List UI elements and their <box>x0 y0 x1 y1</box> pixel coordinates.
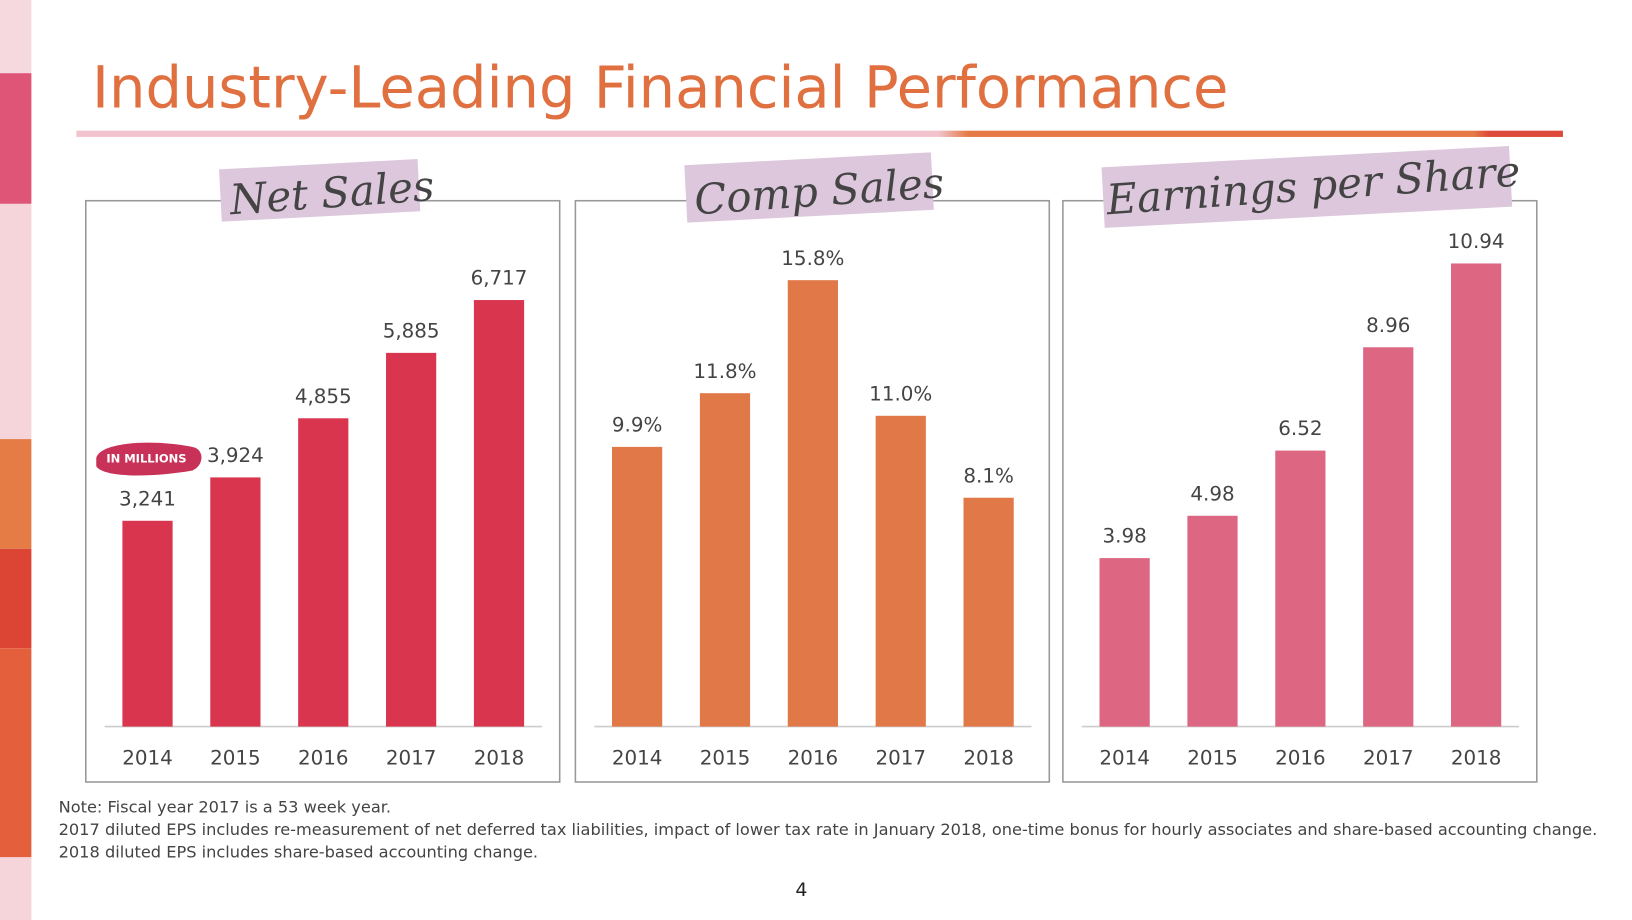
bar <box>1363 347 1414 727</box>
x-tick-label: 2018 <box>474 747 525 770</box>
bar <box>298 418 349 727</box>
x-tick-label: 2018 <box>963 747 1014 770</box>
annotation: IN MILLIONS <box>106 451 186 465</box>
value-label: 6.52 <box>1278 417 1322 440</box>
x-tick-label: 2017 <box>875 747 926 770</box>
side-stripe <box>0 0 32 920</box>
bar <box>612 446 663 727</box>
bar <box>386 352 437 727</box>
x-tick-label: 2015 <box>700 747 751 770</box>
note-line: 2017 diluted EPS includes re-measurement… <box>59 820 1598 839</box>
value-label: 8.96 <box>1366 314 1410 337</box>
x-tick-label: 2014 <box>1099 747 1150 770</box>
page-number: 4 <box>795 880 807 901</box>
x-tick-label: 2018 <box>1451 747 1502 770</box>
x-tick-label: 2017 <box>1363 747 1414 770</box>
title-highlight <box>219 159 421 222</box>
value-label: 5,885 <box>383 319 440 342</box>
value-label: 3,924 <box>207 444 264 467</box>
bar <box>1275 450 1326 727</box>
slide-title: Industry-Leading Financial Performance <box>92 55 1228 122</box>
value-label: 3,241 <box>119 487 176 510</box>
title-highlight <box>1101 146 1513 228</box>
x-tick-label: 2017 <box>386 747 437 770</box>
bar <box>210 477 261 727</box>
x-tick-label: 2016 <box>788 747 839 770</box>
bar <box>122 520 173 727</box>
annotation-badge: IN MILLIONS <box>96 442 202 476</box>
bar <box>787 280 838 727</box>
bar <box>963 497 1014 727</box>
value-label: 4.98 <box>1190 482 1234 505</box>
value-label: 11.8% <box>693 360 756 383</box>
title-highlight <box>684 152 934 223</box>
x-tick-label: 2016 <box>298 747 349 770</box>
value-label: 4,855 <box>295 385 352 408</box>
value-label: 10.94 <box>1448 230 1505 253</box>
bar <box>875 415 926 727</box>
value-label: 8.1% <box>963 464 1013 487</box>
x-tick-label: 2014 <box>122 747 173 770</box>
bar <box>1099 558 1150 727</box>
value-label: 15.8% <box>781 247 844 270</box>
value-label: 9.9% <box>612 413 662 436</box>
value-label: 6,717 <box>471 267 528 290</box>
bar <box>699 393 751 727</box>
notes: Note: Fiscal year 2017 is a 53 week year… <box>59 798 1598 862</box>
note-line: Note: Fiscal year 2017 is a 53 week year… <box>59 798 392 817</box>
note-line: 2018 diluted EPS includes share-based ac… <box>59 843 539 862</box>
x-tick-label: 2016 <box>1275 747 1326 770</box>
value-label: 3.98 <box>1102 525 1146 548</box>
value-label: 11.0% <box>869 382 932 405</box>
x-tick-label: 2015 <box>1187 747 1238 770</box>
title-underline <box>76 130 1563 137</box>
bar <box>473 300 525 727</box>
x-tick-label: 2014 <box>612 747 663 770</box>
bar <box>1187 515 1238 727</box>
bar <box>1451 263 1502 727</box>
x-tick-label: 2015 <box>210 747 261 770</box>
